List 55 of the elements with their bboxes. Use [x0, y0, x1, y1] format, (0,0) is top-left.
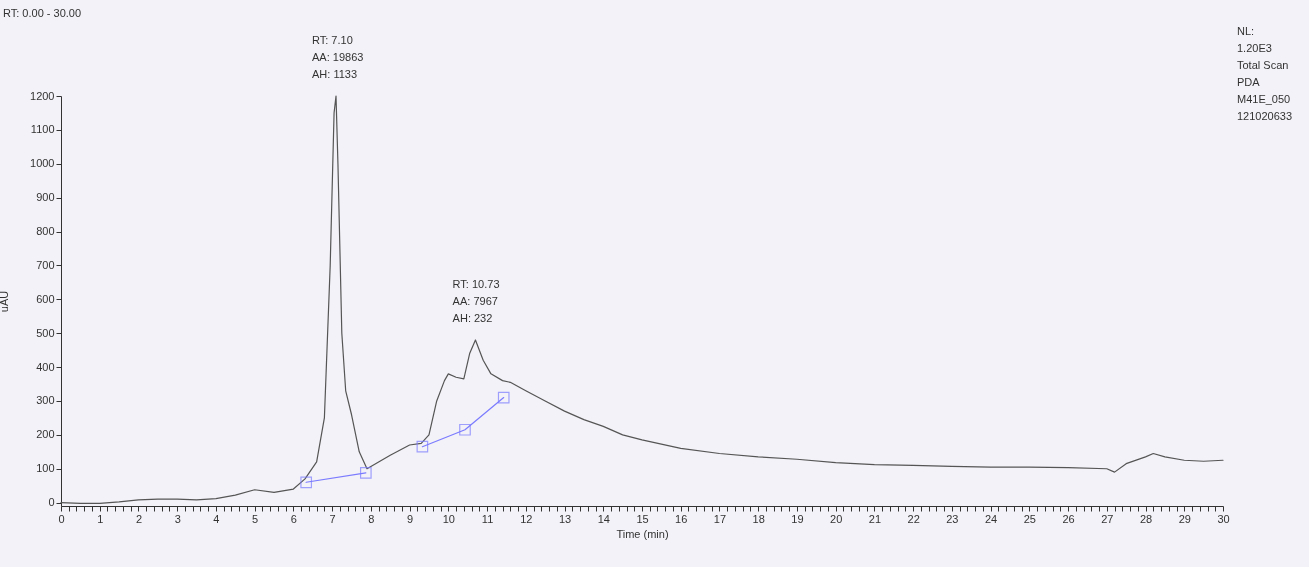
text: NL: 1.20E3 Total Scan PDA M41E_050 121020633: [1237, 25, 1293, 122]
x-tick-label: 14: [597, 512, 610, 525]
x-tick-label: 30: [1217, 512, 1230, 525]
x-tick-label: 19: [791, 512, 804, 525]
y-tick-label: 200: [36, 428, 55, 441]
point: [459, 423, 471, 436]
x-tick-label: 5: [252, 512, 259, 525]
x-tick-label: 15: [636, 512, 649, 525]
x-tick-label: 27: [1101, 512, 1114, 525]
x-tick-label: 18: [752, 512, 765, 525]
x-tick-label: 2: [135, 512, 143, 525]
y-tick-label: 100: [36, 462, 55, 475]
x-tick-label: 8: [368, 512, 375, 525]
y-tick-label: 1200: [30, 89, 55, 102]
x-tick-label: 21: [868, 512, 882, 525]
x-tick-label: 29: [1178, 512, 1191, 525]
x-tick-label: 6: [290, 512, 297, 525]
x-tick-label: 4: [213, 512, 220, 525]
x-tick-label: 13: [558, 512, 572, 525]
x-tick-label: 12: [520, 512, 533, 525]
y-tick-label: 500: [36, 326, 55, 339]
point: [416, 440, 429, 453]
x-tick-label: 16: [675, 512, 688, 525]
x-tick-label: 23: [946, 512, 959, 525]
x-tick-label: 17: [713, 512, 727, 525]
x-tick-label: 22: [907, 512, 920, 525]
x-tick-label: 25: [1023, 512, 1036, 525]
y-axis-title: uAU: [0, 290, 11, 313]
y-tick-label: 700: [36, 258, 55, 271]
y-tick-label: 300: [36, 394, 55, 407]
y-tick-label: 1100: [30, 123, 55, 136]
y-tick-label: 600: [36, 292, 55, 305]
y-tick-label: 800: [36, 225, 55, 238]
point: [497, 391, 510, 404]
x-tick-label: 24: [984, 512, 998, 525]
x-tick-label: 20: [830, 512, 843, 525]
y-tick-label: 0: [48, 496, 55, 509]
x-tick-label: 9: [407, 512, 414, 525]
x-tick-label: 26: [1062, 512, 1075, 525]
annotation: RT: 10.73 AA: 7967 AH: 232: [452, 277, 500, 324]
chart-title: RT: 0.00 - 30.00: [3, 7, 82, 19]
x-tick-label: 10: [442, 512, 455, 525]
y-tick-label: 400: [36, 360, 55, 373]
y-tick-label: 1000: [30, 157, 55, 170]
x-tick-label: 7: [329, 512, 336, 525]
x-tick-label: 1: [97, 512, 104, 525]
x-tick-label: 0: [58, 512, 65, 525]
x-tick-label: 28: [1139, 512, 1153, 525]
x-axis-title: Time (min): [616, 527, 669, 540]
x-tick-label: 11: [481, 512, 494, 525]
point: [359, 466, 372, 479]
point: [300, 476, 313, 489]
x-tick-label: 3: [174, 512, 181, 525]
annotation: RT: 7.10 AA: 19863 AH: 1133: [312, 34, 364, 80]
y-tick-label: 900: [36, 191, 55, 204]
